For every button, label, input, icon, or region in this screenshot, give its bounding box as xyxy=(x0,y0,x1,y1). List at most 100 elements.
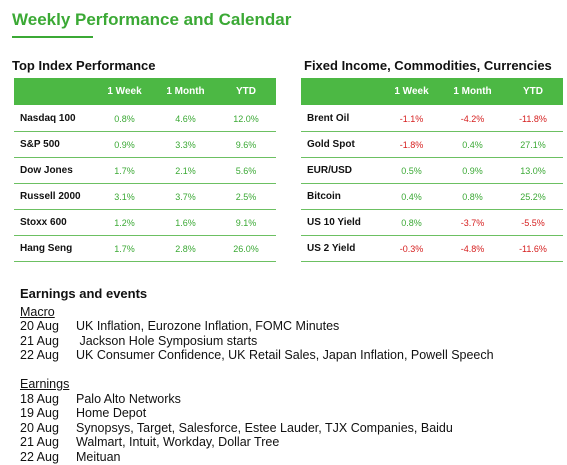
fixed-income-table: 1 Week 1 Month YTD Brent Oil -1.1% -4.2% -1… xyxy=(301,78,563,262)
value-1-week: 0.4% xyxy=(381,183,442,210)
list-item: 21 Aug Walmart, Intuit, Workday, Dollar T… xyxy=(20,435,560,450)
list-item: 22 Aug UK Consumer Confidence, UK Retail … xyxy=(20,348,560,363)
list-item: 20 Aug UK Inflation, Eurozone Inflation, … xyxy=(20,319,560,334)
value-1-month: 4.6% xyxy=(155,105,216,132)
value-1-month: 3.3% xyxy=(155,131,216,158)
value-ytd: 9.6% xyxy=(216,131,276,158)
value-1-week: 1.7% xyxy=(94,235,155,262)
fi-table-title: Fixed Income, Commodities, Currencies xyxy=(304,58,552,73)
value-ytd: 12.0% xyxy=(216,105,276,132)
value-1-week: 1.2% xyxy=(94,209,155,236)
value-ytd: 13.0% xyxy=(503,157,563,184)
value-1-month: 3.7% xyxy=(155,183,216,210)
value-1-month: 0.4% xyxy=(442,131,503,158)
value-1-week: 0.9% xyxy=(94,131,155,158)
earnings-list: 18 Aug Palo Alto Networks 19 Aug Home Depot… xyxy=(20,392,560,465)
table-row: EUR/USD 0.5% 0.9% 13.0% xyxy=(301,157,563,184)
event-date: 21 Aug xyxy=(20,333,59,348)
column-header-name xyxy=(301,78,381,106)
value-1-month: -4.8% xyxy=(442,235,503,262)
table-row: Nasdaq 100 0.8% 4.6% 12.0% xyxy=(14,105,276,132)
value-1-week: 0.5% xyxy=(381,157,442,184)
table-row: US 10 Yield 0.8% -3.7% -5.5% xyxy=(301,209,563,236)
row-label: US 2 Yield xyxy=(301,235,381,262)
value-ytd: -11.6% xyxy=(503,235,563,262)
column-header-ytd: YTD xyxy=(216,78,276,106)
event-text: UK Consumer Confidence, UK Retail Sales,… xyxy=(76,348,494,363)
table-row: Dow Jones 1.7% 2.1% 5.6% xyxy=(14,157,276,184)
event-date: 19 Aug xyxy=(20,406,59,421)
list-item: 18 Aug Palo Alto Networks xyxy=(20,392,560,407)
table-row: Bitcoin 0.4% 0.8% 25.2% xyxy=(301,183,563,210)
table-header-row: 1 Week 1 Month YTD xyxy=(301,78,563,106)
list-item: 19 Aug Home Depot xyxy=(20,406,560,421)
value-1-week: 3.1% xyxy=(94,183,155,210)
macro-label: Macro xyxy=(20,304,55,319)
value-1-week: -0.3% xyxy=(381,235,442,262)
list-item: 22 Aug Meituan xyxy=(20,450,560,465)
row-label: Russell 2000 xyxy=(14,183,94,210)
value-ytd: 2.5% xyxy=(216,183,276,210)
list-item: 21 Aug Jackson Hole Symposium starts xyxy=(20,334,560,349)
row-label: EUR/USD xyxy=(301,157,381,184)
row-label: S&P 500 xyxy=(14,131,94,158)
table-row: Stoxx 600 1.2% 1.6% 9.1% xyxy=(14,209,276,236)
macro-list: 20 Aug UK Inflation, Eurozone Inflation, … xyxy=(20,319,560,363)
earnings-events-section: Earnings and events Macro 20 Aug UK Infla… xyxy=(20,286,560,465)
value-ytd: 27.1% xyxy=(503,131,563,158)
column-header-1-month: 1 Month xyxy=(155,78,216,106)
earnings-label: Earnings xyxy=(20,376,70,391)
event-text: Synopsys, Target, Salesforce, Estee Laud… xyxy=(76,420,453,435)
row-label: Bitcoin xyxy=(301,183,381,210)
value-ytd: -5.5% xyxy=(503,209,563,236)
event-date: 18 Aug xyxy=(20,391,59,406)
value-ytd: 5.6% xyxy=(216,157,276,184)
table-row: S&P 500 0.9% 3.3% 9.6% xyxy=(14,131,276,158)
list-item: 20 Aug Synopsys, Target, Salesforce, Este… xyxy=(20,421,560,436)
event-date: 21 Aug xyxy=(20,435,59,450)
event-date: 20 Aug xyxy=(20,319,59,334)
value-ytd: -11.8% xyxy=(503,105,563,132)
value-1-week: 0.8% xyxy=(381,209,442,236)
value-1-week: -1.8% xyxy=(381,131,442,158)
value-1-month: 0.9% xyxy=(442,157,503,184)
column-header-1-month: 1 Month xyxy=(442,78,503,106)
row-label: Stoxx 600 xyxy=(14,209,94,236)
value-1-month: 0.8% xyxy=(442,183,503,210)
row-label: US 10 Yield xyxy=(301,209,381,236)
row-label: Dow Jones xyxy=(14,157,94,184)
value-1-month: 2.1% xyxy=(155,157,216,184)
column-header-1-week: 1 Week xyxy=(94,78,155,106)
value-ytd: 26.0% xyxy=(216,235,276,262)
row-label: Brent Oil xyxy=(301,105,381,132)
event-text: UK Inflation, Eurozone Inflation, FOMC M… xyxy=(76,319,340,334)
value-1-month: 2.8% xyxy=(155,235,216,262)
table-row: Brent Oil -1.1% -4.2% -11.8% xyxy=(301,105,563,132)
index-table-title: Top Index Performance xyxy=(12,58,156,73)
value-ytd: 25.2% xyxy=(503,183,563,210)
title-underline xyxy=(12,36,93,38)
table-row: Hang Seng 1.7% 2.8% 26.0% xyxy=(14,235,276,262)
table-row: Gold Spot -1.8% 0.4% 27.1% xyxy=(301,131,563,158)
value-ytd: 9.1% xyxy=(216,209,276,236)
events-heading: Earnings and events xyxy=(20,286,148,301)
value-1-week: 0.8% xyxy=(94,105,155,132)
value-1-week: -1.1% xyxy=(381,105,442,132)
event-text: Walmart, Intuit, Workday, Dollar Tree xyxy=(76,435,280,450)
column-header-ytd: YTD xyxy=(503,78,563,106)
row-label: Nasdaq 100 xyxy=(14,105,94,132)
table-header-row: 1 Week 1 Month YTD xyxy=(14,78,276,106)
event-text: Meituan xyxy=(76,449,121,464)
row-label: Gold Spot xyxy=(301,131,381,158)
value-1-month: -4.2% xyxy=(442,105,503,132)
event-text: Palo Alto Networks xyxy=(76,391,181,406)
value-1-month: -3.7% xyxy=(442,209,503,236)
table-row: Russell 2000 3.1% 3.7% 2.5% xyxy=(14,183,276,210)
event-text: Home Depot xyxy=(76,406,147,421)
column-header-name xyxy=(14,78,94,106)
value-1-week: 1.7% xyxy=(94,157,155,184)
table-row: US 2 Yield -0.3% -4.8% -11.6% xyxy=(301,235,563,262)
value-1-month: 1.6% xyxy=(155,209,216,236)
event-date: 22 Aug xyxy=(20,348,59,363)
event-date: 20 Aug xyxy=(20,420,59,435)
